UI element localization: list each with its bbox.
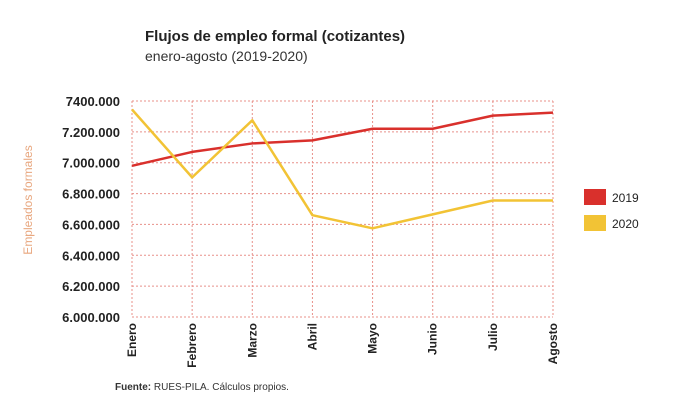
source-note: Fuente: RUES-PILA. Cálculos propios. — [115, 382, 289, 393]
legend-swatch-2020 — [584, 215, 606, 231]
y-tick-label: 6.600.000 — [62, 217, 120, 232]
series-line-2019 — [131, 111, 554, 168]
source-label: Fuente: — [115, 382, 152, 393]
x-tick-label: Abril — [305, 323, 319, 350]
x-tick-label: Enero — [125, 323, 139, 357]
series-line-2020 — [131, 108, 553, 230]
x-tick-label: Julio — [486, 323, 500, 351]
y-axis-label: Empleados formales — [21, 145, 35, 254]
y-tick-label: 6.400.000 — [62, 248, 120, 263]
y-tick-label: 6.200.000 — [62, 279, 120, 294]
chart-subtitle: enero-agosto (2019-2020) — [145, 48, 308, 64]
source-text: RUES-PILA. Cálculos propios. — [151, 382, 289, 393]
y-tick-label: 7.200.000 — [62, 125, 120, 140]
x-tick-label: Febrero — [185, 323, 199, 368]
legend-swatch-2019 — [584, 189, 606, 205]
chart-title: Flujos de empleo formal (cotizantes) — [145, 28, 406, 45]
x-tick-label: Agosto — [546, 323, 560, 364]
series-lines — [131, 108, 554, 230]
y-tick-label: 7.000.000 — [62, 156, 120, 171]
x-tick-label: Junio — [426, 323, 440, 355]
y-tick-label: 6.800.000 — [62, 187, 120, 202]
y-tick-labels: 6.000.000 6.200.000 6.400.000 6.600.000 6.80… — [62, 94, 120, 325]
legend-label-2020: 2020 — [612, 217, 639, 231]
x-tick-label: Marzo — [245, 323, 259, 358]
legend: 2019 2020 — [584, 189, 639, 231]
y-tick-label: 7400.000 — [66, 94, 120, 109]
x-tick-labels: Enero Febrero Marzo Abril Mayo Junio Julio Agos… — [125, 323, 560, 368]
x-tick-label: Mayo — [366, 323, 380, 354]
y-tick-label: 6.000.000 — [62, 310, 120, 325]
legend-label-2019: 2019 — [612, 191, 639, 205]
grid-lines — [131, 100, 554, 318]
